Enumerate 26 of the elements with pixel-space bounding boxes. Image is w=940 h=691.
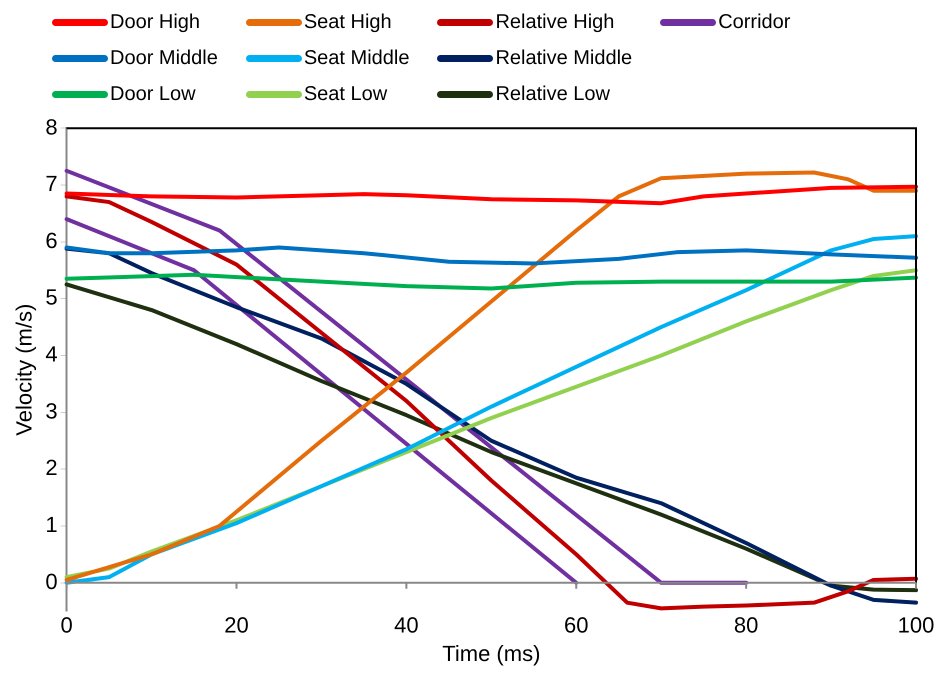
y-axis-title: Velocity (m/s) [11, 304, 36, 436]
y-tick-label: 1 [45, 512, 58, 538]
y-tick-label: 5 [45, 284, 58, 310]
x-tick-label: 60 [564, 612, 588, 638]
y-tick-label: 8 [45, 114, 58, 140]
y-tick-label: 4 [45, 342, 58, 367]
legend-label: Seat Low [304, 82, 388, 106]
legend-label: Relative High [495, 10, 614, 34]
y-tick-label: 6 [45, 228, 58, 253]
legend-label: Door Middle [110, 46, 218, 70]
y-tick-label: 0 [45, 568, 58, 594]
x-tick-label: 20 [224, 612, 249, 638]
x-tick-label: 40 [394, 612, 419, 638]
legend-label: Corridor [718, 10, 790, 34]
legend-label: Relative Middle [495, 46, 632, 70]
y-tick-label: 7 [45, 171, 58, 196]
legend-label: Seat High [304, 10, 392, 34]
y-tick-label: 3 [45, 398, 58, 424]
legend-label: Relative Low [495, 82, 610, 106]
x-tick-label: 80 [734, 612, 758, 638]
y-tick-label: 2 [45, 455, 58, 480]
x-axis-title: Time (ms) [442, 640, 540, 666]
x-tick-label: 100 [898, 612, 934, 638]
legend-label: Door Low [110, 82, 196, 106]
legend-label: Seat Middle [304, 46, 410, 70]
legend-label: Door High [110, 10, 200, 34]
